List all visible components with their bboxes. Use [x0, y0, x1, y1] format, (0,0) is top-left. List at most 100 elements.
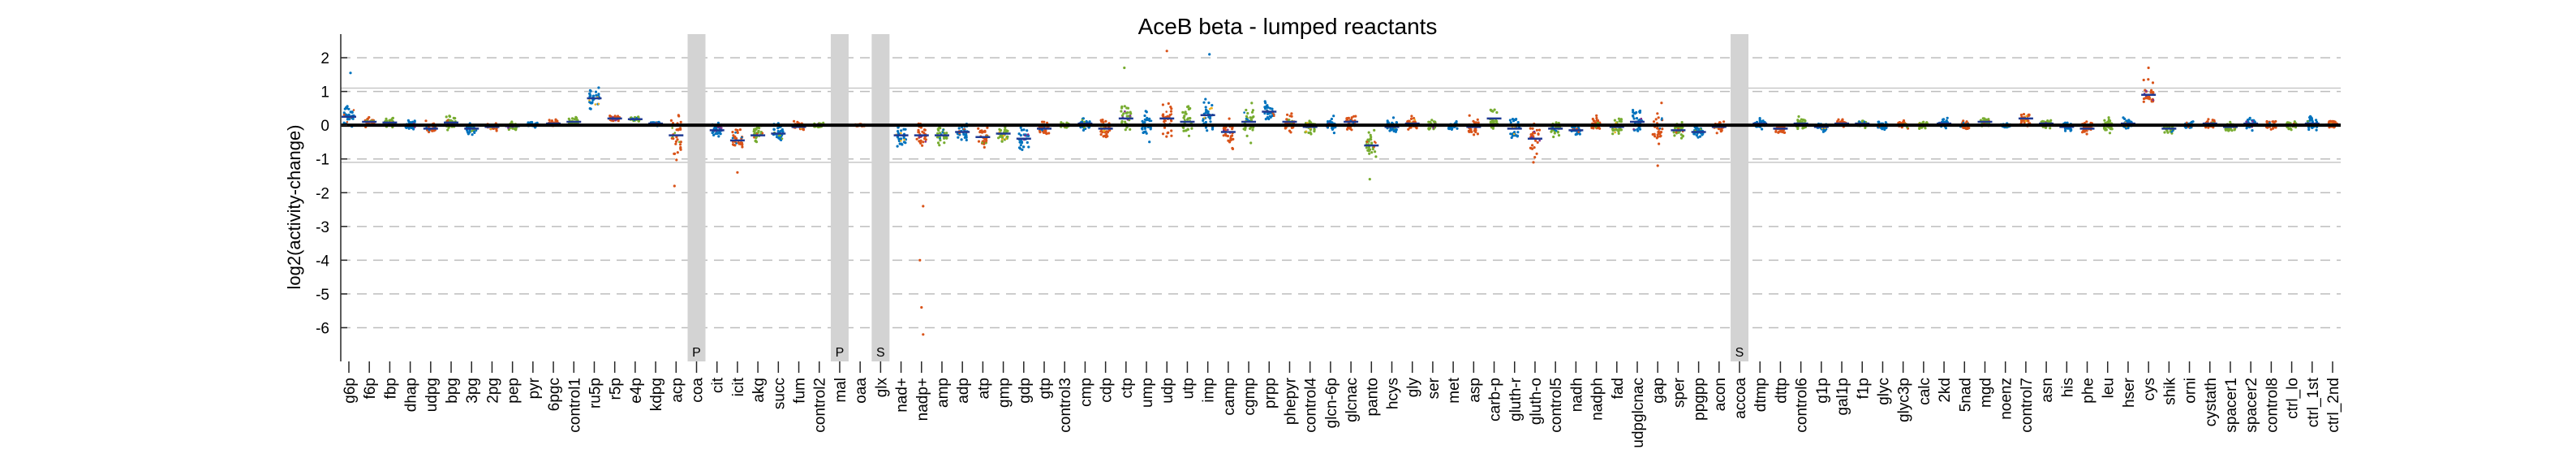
x-tick-label: dtmp	[1752, 378, 1770, 412]
gray-band-label: P	[692, 346, 701, 360]
data-point	[1659, 134, 1662, 137]
x-tick-label: r5p	[608, 378, 625, 400]
data-point	[983, 129, 987, 132]
data-point	[677, 115, 681, 118]
x-tick-label: g1p	[1814, 378, 1831, 404]
x-tick-label: sper	[1671, 377, 1688, 408]
outlier-point	[2147, 66, 2150, 70]
outlier-point	[1123, 66, 1126, 70]
chart-title: AceB beta - lumped reactants	[1138, 14, 1438, 39]
data-point	[984, 141, 987, 145]
data-point	[1150, 119, 1153, 123]
data-point	[1391, 121, 1394, 124]
data-point	[921, 130, 924, 133]
x-tick-label: prpp	[1262, 378, 1279, 409]
data-point	[446, 119, 449, 122]
data-point	[1593, 119, 1596, 123]
data-point	[2107, 116, 2110, 119]
data-point	[445, 115, 448, 119]
data-point	[1476, 118, 1479, 121]
data-point	[1104, 119, 1107, 123]
data-point	[734, 128, 738, 132]
data-point	[677, 141, 681, 144]
data-point	[1777, 131, 1780, 134]
data-point	[1374, 150, 1377, 154]
data-point	[468, 129, 471, 132]
data-point	[1189, 117, 1192, 120]
data-point	[1675, 131, 1678, 134]
data-point	[1924, 127, 1927, 130]
data-point	[1374, 141, 1376, 143]
data-point	[1473, 133, 1476, 136]
data-point	[1041, 120, 1044, 123]
data-point	[2122, 116, 2125, 119]
data-point	[1619, 128, 1622, 131]
x-tick-label: udpglcnac	[1630, 378, 1647, 448]
data-point	[1187, 107, 1190, 111]
x-tick-label: ctp	[1119, 378, 1136, 398]
y-tick-label: -6	[316, 320, 329, 337]
data-point	[342, 121, 346, 124]
y-tick-label: -1	[316, 152, 329, 169]
data-point	[1758, 117, 1761, 120]
data-point	[1468, 130, 1471, 133]
data-point	[2066, 121, 2069, 124]
data-point	[1083, 126, 1086, 129]
data-point	[614, 119, 617, 122]
data-point	[466, 129, 469, 132]
data-point	[1231, 128, 1234, 131]
data-point	[597, 86, 600, 89]
data-point	[1022, 128, 1026, 132]
data-point	[1366, 138, 1370, 141]
data-point	[712, 133, 716, 136]
data-point	[590, 102, 593, 105]
data-point	[2086, 129, 2088, 132]
data-point	[1287, 119, 1290, 122]
data-point	[900, 132, 902, 135]
data-point	[1271, 107, 1274, 110]
data-point	[1774, 130, 1778, 133]
data-point	[1290, 112, 1293, 115]
data-point	[977, 140, 981, 143]
data-point	[715, 126, 718, 129]
x-tick-label: hcys	[1385, 378, 1402, 409]
data-point	[1129, 128, 1132, 131]
data-point	[467, 132, 471, 136]
data-point	[1206, 129, 1209, 132]
data-point	[921, 144, 924, 147]
data-point	[446, 128, 449, 132]
data-point	[669, 119, 673, 122]
data-point	[412, 128, 415, 131]
data-point	[945, 132, 948, 135]
data-point	[1250, 102, 1254, 105]
data-point	[679, 148, 682, 151]
data-point	[674, 142, 677, 145]
data-point	[1413, 119, 1416, 121]
data-point	[413, 119, 416, 123]
data-point	[1122, 112, 1125, 115]
data-point	[1798, 120, 1801, 123]
data-point	[1533, 146, 1536, 149]
outlier-point	[918, 258, 922, 262]
data-point	[1186, 117, 1189, 120]
data-point	[2064, 129, 2067, 132]
data-point	[1019, 126, 1022, 129]
outlier-point	[736, 171, 739, 174]
x-tick-label: cit	[710, 377, 727, 393]
data-point	[676, 151, 679, 154]
data-point	[1489, 121, 1492, 124]
data-point	[1864, 126, 1867, 129]
x-tick-label: pep	[505, 378, 523, 404]
data-point	[757, 129, 760, 132]
data-point	[1249, 141, 1253, 145]
data-point	[1632, 111, 1636, 115]
data-point	[2171, 129, 2174, 132]
data-point	[1619, 118, 1623, 121]
data-point	[2103, 119, 2106, 122]
data-point	[1449, 127, 1451, 129]
data-point	[2022, 113, 2026, 116]
data-point	[1350, 116, 1353, 119]
x-tick-label: cys	[2141, 378, 2158, 401]
data-point	[1474, 128, 1477, 132]
x-tick-label: g6p	[342, 378, 359, 404]
